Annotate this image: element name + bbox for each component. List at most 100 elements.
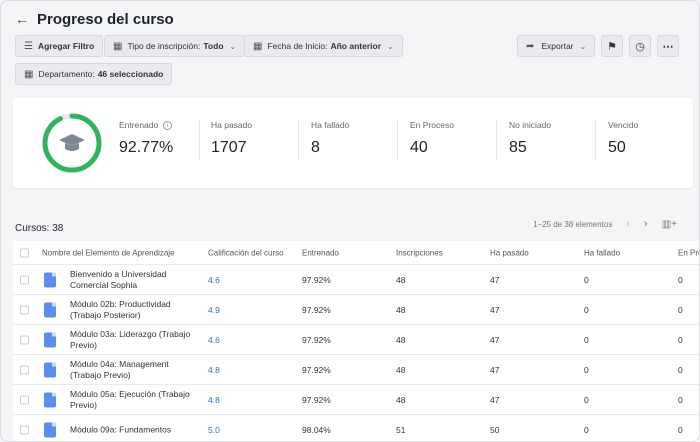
stat-failed-label: Ha fallado	[311, 120, 350, 130]
row-enrollments: 48	[396, 364, 406, 375]
row-passed: 47	[490, 394, 500, 405]
filter-icon: ☰	[24, 40, 33, 52]
columns-icon[interactable]: ▥+	[661, 218, 677, 230]
history-button[interactable]: ◷	[629, 35, 651, 57]
row-rating: 4.9	[208, 304, 220, 315]
courses-count: Cursos: 38	[15, 223, 64, 234]
row-checkbox[interactable]	[20, 395, 29, 404]
row-enrollments: 51	[396, 424, 406, 435]
share-icon: ➦	[526, 40, 535, 52]
enrollment-type-filter[interactable]: ▦ Tipo de inscripción: Todo ⌄	[104, 35, 246, 57]
document-icon	[44, 362, 56, 377]
export-button[interactable]: ➦ Exportar ⌄	[517, 35, 596, 57]
chevron-left-icon[interactable]: ‹	[626, 218, 631, 230]
stat-not-started: No iniciado 85	[509, 120, 551, 157]
row-name[interactable]: Módulo 05a: Ejecución (Trabajo Previo)	[70, 388, 190, 410]
row-in-progress: 0	[678, 394, 683, 405]
table-row[interactable]: Módulo 05a: Ejecución (Trabajo Previo) 4.…	[13, 385, 699, 415]
table-row[interactable]: Módulo 04a: Management (Trabajo Previo) 4…	[13, 355, 699, 385]
chevron-down-icon: ⌄	[387, 41, 394, 51]
row-failed: 0	[584, 304, 589, 315]
info-icon[interactable]: i	[163, 120, 173, 130]
row-failed: 0	[584, 394, 589, 405]
stat-trained-value: 92.77%	[119, 139, 174, 156]
graduation-cap-icon	[59, 134, 85, 151]
more-dots-icon: ⋯	[662, 40, 674, 53]
row-name[interactable]: Módulo 02b: Productividad (Trabajo Poste…	[70, 298, 171, 320]
add-filter-button[interactable]: ☰ Agregar Filtro	[15, 35, 104, 57]
table-row[interactable]: Módulo 02b: Productividad (Trabajo Poste…	[13, 295, 699, 325]
col-trained[interactable]: Entrenado	[302, 248, 339, 257]
stats-card: Entrenado i 92.77% Ha pasado 1707 Ha fall…	[13, 98, 693, 188]
chevron-right-icon[interactable]: ›	[644, 218, 648, 230]
add-filter-label: Agregar Filtro	[37, 41, 95, 51]
calendar-icon: ▦	[113, 40, 123, 52]
row-name[interactable]: Bienvenido a Universidad Comercial Sophi…	[70, 268, 167, 290]
row-name[interactable]: Módulo 09a: Fundamentos	[70, 424, 172, 434]
document-icon	[44, 272, 56, 287]
row-trained: 97.92%	[302, 334, 331, 345]
back-arrow-icon[interactable]: ←	[15, 11, 29, 27]
start-filter-value: Año anterior	[330, 41, 381, 51]
row-enrollments: 48	[396, 274, 406, 285]
table-row[interactable]: Módulo 03a: Liderazgo (Trabajo Previo) 4.…	[13, 325, 699, 355]
row-in-progress: 0	[678, 364, 683, 375]
table-row[interactable]: Bienvenido a Universidad Comercial Sophi…	[13, 265, 699, 295]
col-in-progress[interactable]: En Pro	[678, 248, 699, 257]
enrollment-filter-label: Tipo de inscripción:	[127, 41, 201, 51]
stat-in-progress: En Proceso 40	[410, 120, 454, 157]
row-checkbox[interactable]	[20, 425, 29, 434]
row-enrollments: 48	[396, 394, 406, 405]
row-rating: 4.6	[208, 334, 220, 345]
stat-failed: Ha fallado 8	[311, 120, 349, 157]
stat-passed: Ha pasado 1707	[211, 120, 252, 157]
row-failed: 0	[584, 334, 589, 345]
trained-progress-ring	[42, 113, 102, 173]
col-passed[interactable]: Ha pasado	[490, 248, 529, 257]
department-filter-value: 46 seleccionado	[97, 69, 164, 79]
courses-toolbar: Cursos: 38 1–25 de 38 elementos ‹ › ▥+	[15, 218, 695, 234]
row-in-progress: 0	[678, 424, 683, 435]
department-filter[interactable]: ▦ Departamento: 46 seleccionado	[15, 63, 173, 85]
row-trained: 97.92%	[302, 364, 331, 375]
department-filter-label: Departamento:	[38, 69, 95, 79]
row-passed: 50	[490, 424, 500, 435]
more-button[interactable]: ⋯	[657, 35, 679, 57]
row-checkbox[interactable]	[20, 335, 29, 344]
bookmark-button[interactable]: ⚑	[601, 35, 623, 57]
col-name[interactable]: Nombre del Elemento de Aprendizaje	[42, 248, 175, 257]
row-in-progress: 0	[678, 334, 683, 345]
row-passed: 47	[490, 274, 500, 285]
row-checkbox[interactable]	[20, 365, 29, 374]
col-enrollments[interactable]: Inscripciones	[396, 248, 443, 257]
document-icon	[44, 422, 56, 437]
col-rating[interactable]: Calificación del curso	[208, 248, 284, 257]
stat-trained-label: Entrenado	[119, 120, 159, 130]
row-in-progress: 0	[678, 304, 683, 315]
row-enrollments: 48	[396, 334, 406, 345]
start-date-filter[interactable]: ▦ Fecha de Inicio: Año anterior ⌄	[244, 35, 403, 57]
col-failed[interactable]: Ha fallado	[584, 248, 621, 257]
page-title: Progreso del curso	[37, 10, 174, 28]
row-trained: 98.04%	[302, 424, 331, 435]
select-all-checkbox[interactable]	[20, 248, 29, 257]
table-row[interactable]: Módulo 09a: Fundamentos 5.0 98.04% 51 50 0 0	[13, 415, 699, 441]
row-rating: 5.0	[208, 424, 220, 435]
row-rating: 4.6	[208, 274, 220, 285]
stat-failed-value: 8	[311, 139, 320, 156]
document-icon	[44, 302, 56, 317]
document-icon	[44, 392, 56, 407]
row-name[interactable]: Módulo 04a: Management (Trabajo Previo)	[70, 358, 169, 380]
row-passed: 47	[490, 364, 500, 375]
row-in-progress: 0	[678, 274, 683, 285]
row-checkbox[interactable]	[20, 275, 29, 284]
courses-table: Nombre del Elemento de Aprendizaje Calif…	[13, 241, 699, 441]
row-name[interactable]: Módulo 03a: Liderazgo (Trabajo Previo)	[70, 328, 191, 350]
row-trained: 97.92%	[302, 274, 331, 285]
row-passed: 47	[490, 304, 500, 315]
row-checkbox[interactable]	[20, 305, 29, 314]
bookmark-icon: ⚑	[607, 40, 617, 53]
table-header: Nombre del Elemento de Aprendizaje Calif…	[13, 241, 699, 265]
enrollment-filter-value: Todo	[203, 41, 224, 51]
